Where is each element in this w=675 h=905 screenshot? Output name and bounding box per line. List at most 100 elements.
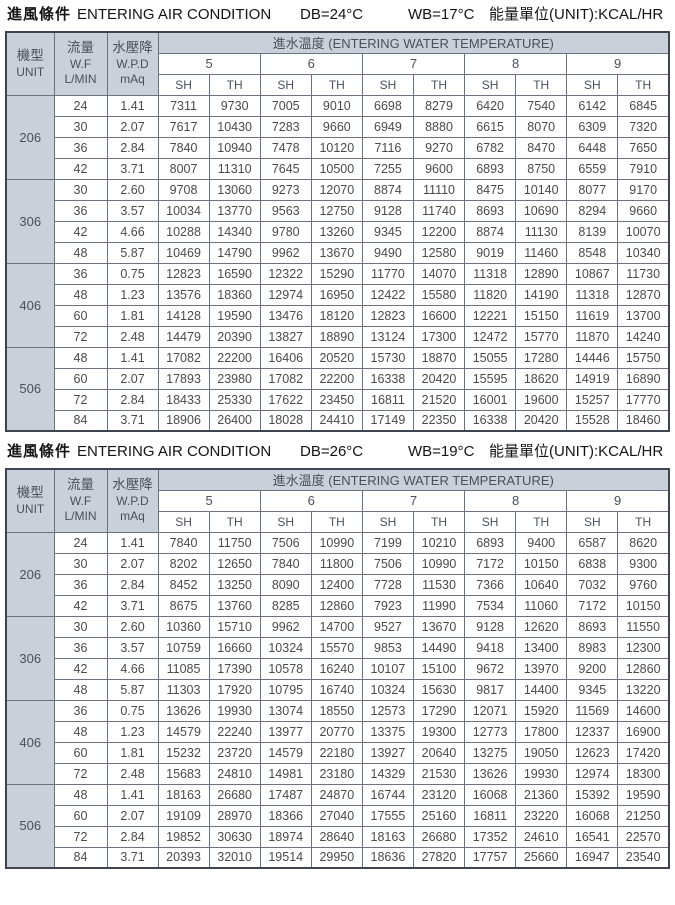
value-cell-sh-7: 9490 — [361, 241, 414, 264]
value-cell-sh-9: 14446 — [566, 346, 619, 369]
value-cell-sh-8: 15595 — [464, 367, 517, 390]
value-cell-sh-6: 18028 — [259, 409, 312, 432]
pressure-drop-cell: 2.07 — [106, 552, 159, 575]
sh-header: SH — [566, 510, 619, 533]
value-cell-sh-9: 8077 — [566, 178, 619, 201]
value-cell-sh-9: 11619 — [566, 304, 619, 327]
value-cell-th-7: 10210 — [412, 531, 466, 554]
value-cell-th-6: 18890 — [310, 325, 363, 348]
title-energy-unit: 能量單位(UNIT):KCAL/HR — [489, 6, 664, 23]
value-cell-th-5: 24810 — [208, 762, 261, 785]
value-cell-sh-5: 14128 — [157, 304, 210, 327]
value-cell-sh-8: 16811 — [464, 804, 517, 827]
value-cell-th-8: 15770 — [515, 325, 568, 348]
value-cell-th-8: 18620 — [515, 367, 568, 390]
value-cell-th-6: 29950 — [310, 846, 363, 869]
value-cell-sh-6: 7478 — [259, 136, 312, 159]
th-header: TH — [617, 73, 670, 96]
value-cell-th-8: 25660 — [515, 846, 568, 869]
table-row: 206 24 1.41 7311 9730 7005 9010 6698 8279 6420 754… — [5, 94, 670, 180]
pressure-drop-cell: 1.81 — [106, 304, 159, 327]
value-cell-th-7: 17290 — [412, 699, 466, 722]
value-cell-th-6: 20520 — [310, 346, 363, 369]
water-flow-cell: 36 — [53, 136, 108, 159]
value-cell-th-8: 15920 — [515, 699, 568, 722]
value-cell-sh-7: 11770 — [361, 262, 414, 285]
value-cell-th-8: 11460 — [515, 241, 568, 264]
value-cell-sh-6: 17082 — [259, 367, 312, 390]
value-cell-sh-6: 17487 — [259, 783, 312, 806]
value-cell-th-6: 22200 — [310, 367, 363, 390]
value-cell-th-7: 11990 — [412, 594, 466, 617]
value-cell-th-9: 18300 — [617, 762, 670, 785]
value-cell-th-6: 12400 — [310, 573, 363, 596]
value-cell-th-6: 9010 — [310, 94, 363, 117]
value-cell-th-8: 15150 — [515, 304, 568, 327]
value-cell-th-8: 19050 — [515, 741, 568, 764]
table-row: 42 4.66 11085 17390 10578 16240 10107 15100 9672… — [6, 657, 670, 680]
th-header: TH — [310, 510, 363, 533]
value-cell-th-5: 17390 — [208, 657, 261, 680]
value-cell-th-9: 11550 — [617, 615, 670, 638]
value-cell-th-5: 11310 — [208, 157, 261, 180]
table-row: 72 2.84 19852 30630 18974 28640 18163 26680 1735… — [6, 825, 670, 848]
water-flow-cell: 60 — [53, 741, 108, 764]
table-row: 84 3.71 20393 32010 19514 29950 18636 27820 1775… — [6, 846, 670, 869]
value-cell-th-9: 13700 — [617, 304, 670, 327]
table-row: 406 36 0.75 13626 19930 13074 18550 12573 17290 1… — [5, 699, 670, 785]
value-cell-sh-5: 20393 — [157, 846, 210, 869]
value-cell-th-9: 11730 — [617, 262, 670, 285]
temp-col-8: 8 — [464, 489, 568, 512]
pressure-drop-cell: 1.41 — [106, 531, 159, 554]
value-cell-th-8: 17800 — [515, 720, 568, 743]
value-cell-sh-8: 6615 — [464, 115, 517, 138]
value-cell-th-6: 23180 — [310, 762, 363, 785]
value-cell-th-9: 15750 — [617, 346, 670, 369]
water-flow-cell: 60 — [53, 304, 108, 327]
value-cell-th-8: 20420 — [515, 409, 568, 432]
table-row: 36 3.57 10759 16660 10324 15570 9853 14490 9418 1… — [6, 636, 670, 659]
pressure-drop-cell: 1.41 — [106, 783, 159, 806]
value-cell-th-9: 6845 — [617, 94, 670, 117]
value-cell-sh-9: 9345 — [566, 678, 619, 701]
capacity-table-db26: 機型 UNIT 流量 W.F L/MIN 水壓降 — [5, 468, 670, 869]
value-cell-sh-7: 12573 — [361, 699, 414, 722]
header-unit-model: 機型 UNIT — [5, 31, 55, 96]
table-row: 60 1.81 15232 23720 14579 22180 13927 20640 1327… — [6, 741, 670, 764]
value-cell-sh-6: 10324 — [259, 636, 312, 659]
value-cell-sh-6: 7506 — [259, 531, 312, 554]
value-cell-sh-5: 11085 — [157, 657, 210, 680]
header-row-1: 機型 UNIT 流量 W.F L/MIN 水壓降 — [5, 31, 670, 96]
table-row: 60 1.81 14128 19590 13476 18120 12823 16600 1222… — [6, 304, 670, 327]
value-cell-th-6: 18120 — [310, 304, 363, 327]
table-row: 48 5.87 11303 17920 10795 16740 10324 15630 9817… — [6, 678, 670, 701]
value-cell-th-6: 12070 — [310, 178, 363, 201]
unit-cell: 506 — [5, 783, 55, 869]
value-cell-th-5: 30630 — [208, 825, 261, 848]
value-cell-sh-7: 8874 — [361, 178, 414, 201]
value-cell-sh-8: 9817 — [464, 678, 517, 701]
value-cell-th-7: 8880 — [412, 115, 466, 138]
value-cell-sh-9: 10867 — [566, 262, 619, 285]
title-wet-bulb: WB=17°C — [408, 6, 475, 23]
value-cell-th-9: 21250 — [617, 804, 670, 827]
unit-cell: 206 — [5, 94, 55, 180]
value-cell-th-7: 14070 — [412, 262, 466, 285]
th-header: TH — [515, 73, 568, 96]
sh-header: SH — [157, 510, 210, 533]
temp-col-5: 5 — [157, 52, 261, 75]
value-cell-sh-6: 10795 — [259, 678, 312, 701]
value-cell-sh-5: 10288 — [157, 220, 210, 243]
th-header: TH — [208, 510, 261, 533]
value-cell-th-5: 23980 — [208, 367, 261, 390]
value-cell-sh-6: 13476 — [259, 304, 312, 327]
value-cell-sh-5: 19852 — [157, 825, 210, 848]
value-cell-sh-7: 16338 — [361, 367, 414, 390]
value-cell-th-8: 10690 — [515, 199, 568, 222]
value-cell-th-9: 9300 — [617, 552, 670, 575]
value-cell-sh-8: 7172 — [464, 552, 517, 575]
pressure-drop-cell: 0.75 — [106, 699, 159, 722]
value-cell-th-8: 10640 — [515, 573, 568, 596]
th-header: TH — [412, 73, 466, 96]
value-cell-sh-9: 6838 — [566, 552, 619, 575]
